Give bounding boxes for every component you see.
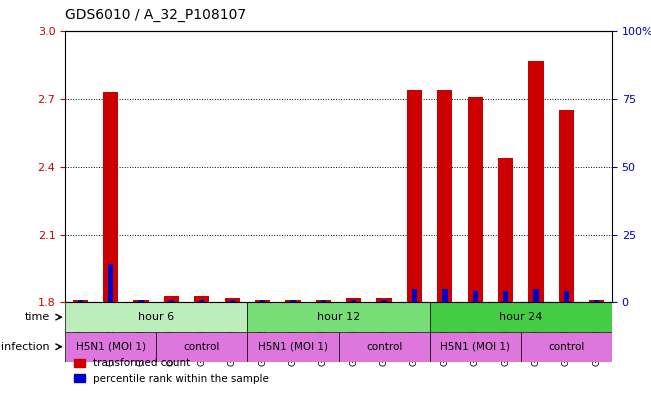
Bar: [73, 300, 88, 302]
Bar: [559, 110, 574, 302]
FancyBboxPatch shape: [430, 302, 612, 332]
Bar: [351, 299, 356, 302]
Bar: [187, 31, 217, 302]
Bar: [473, 292, 478, 302]
FancyBboxPatch shape: [521, 332, 612, 362]
Text: infection: infection: [1, 342, 50, 352]
Bar: [139, 299, 144, 302]
Bar: [77, 299, 83, 302]
Bar: [594, 299, 600, 302]
Bar: [316, 300, 331, 302]
Bar: [247, 31, 278, 302]
Bar: [260, 299, 265, 302]
Bar: [285, 300, 301, 302]
Text: H5N1 (MOI 1): H5N1 (MOI 1): [440, 342, 510, 352]
Bar: [156, 31, 187, 302]
Bar: [321, 299, 326, 302]
Bar: [96, 31, 126, 302]
Bar: [65, 31, 96, 302]
Bar: [521, 31, 551, 302]
FancyBboxPatch shape: [247, 332, 339, 362]
Bar: [225, 298, 240, 302]
Bar: [412, 289, 417, 302]
Bar: [164, 296, 179, 302]
Bar: [381, 299, 387, 302]
Bar: [581, 31, 612, 302]
Bar: [442, 289, 447, 302]
Bar: [217, 31, 247, 302]
Bar: [126, 31, 156, 302]
Bar: [169, 299, 174, 302]
Bar: [490, 31, 521, 302]
FancyBboxPatch shape: [65, 332, 156, 362]
Text: control: control: [548, 342, 585, 352]
Bar: [407, 90, 422, 302]
Bar: [346, 298, 361, 302]
Bar: [199, 299, 204, 302]
Text: time: time: [25, 312, 50, 322]
Bar: [529, 61, 544, 302]
FancyBboxPatch shape: [430, 332, 521, 362]
Bar: [230, 299, 235, 302]
Bar: [399, 31, 430, 302]
Legend: transformed count, percentile rank within the sample: transformed count, percentile rank withi…: [70, 354, 273, 388]
Bar: [194, 296, 210, 302]
Bar: [369, 31, 399, 302]
Bar: [308, 31, 339, 302]
Text: control: control: [366, 342, 402, 352]
Bar: [467, 97, 483, 302]
Bar: [339, 31, 369, 302]
Text: H5N1 (MOI 1): H5N1 (MOI 1): [76, 342, 146, 352]
Bar: [133, 300, 148, 302]
Bar: [103, 92, 118, 302]
FancyBboxPatch shape: [65, 302, 247, 332]
Text: hour 24: hour 24: [499, 312, 542, 322]
FancyBboxPatch shape: [156, 332, 247, 362]
Bar: [278, 31, 308, 302]
Bar: [533, 289, 538, 302]
FancyBboxPatch shape: [339, 332, 430, 362]
Bar: [437, 90, 452, 302]
Bar: [255, 300, 270, 302]
Bar: [503, 292, 508, 302]
Bar: [589, 300, 604, 302]
Bar: [108, 264, 113, 302]
Bar: [564, 292, 569, 302]
FancyBboxPatch shape: [247, 302, 430, 332]
Text: hour 6: hour 6: [138, 312, 174, 322]
Bar: [460, 31, 490, 302]
Text: hour 12: hour 12: [317, 312, 360, 322]
Text: H5N1 (MOI 1): H5N1 (MOI 1): [258, 342, 328, 352]
Bar: [551, 31, 581, 302]
Bar: [290, 299, 296, 302]
Bar: [498, 158, 513, 302]
Bar: [376, 298, 392, 302]
Text: GDS6010 / A_32_P108107: GDS6010 / A_32_P108107: [65, 7, 246, 22]
Bar: [430, 31, 460, 302]
Text: control: control: [184, 342, 220, 352]
